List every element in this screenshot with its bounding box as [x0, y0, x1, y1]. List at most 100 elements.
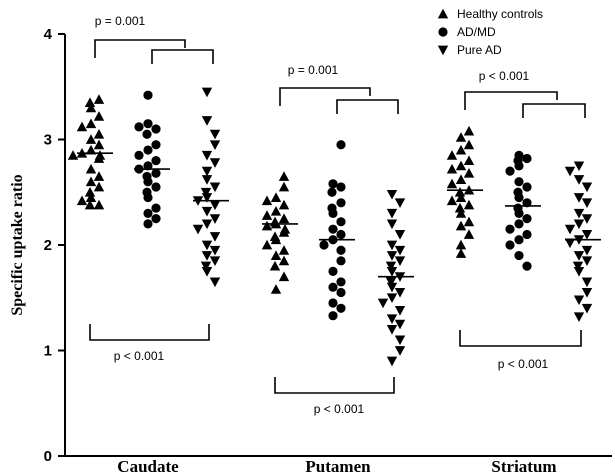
data-point: [200, 187, 212, 198]
data-point: [134, 150, 144, 160]
p-value-label: p < 0.001: [114, 349, 165, 363]
data-point: [209, 200, 221, 211]
data-point: [463, 139, 475, 150]
data-point: [328, 311, 338, 321]
bracket-lower: [274, 377, 395, 394]
data-point: [522, 229, 532, 240]
data-point: [201, 266, 213, 277]
data-point: [278, 245, 290, 255]
data-point: [377, 298, 389, 309]
data-point: [278, 213, 290, 224]
data-point: [386, 219, 398, 230]
data-point: [209, 256, 221, 267]
data-point: [261, 239, 273, 250]
data-point: [455, 239, 467, 250]
data-point: [455, 220, 467, 231]
data-point: [143, 192, 153, 203]
data-point: [200, 261, 212, 272]
data-point: [581, 303, 593, 314]
data-point: [278, 181, 290, 192]
data-point: [336, 245, 346, 255]
data-point: [522, 153, 532, 164]
y-tick-label: 1: [44, 343, 52, 360]
y-tick-label: 2: [44, 237, 52, 254]
data-point: [514, 208, 524, 218]
y-axis-title: Specific uptake ratio: [9, 174, 26, 315]
data-point: [514, 192, 524, 203]
data-point: [446, 178, 458, 189]
significance-brackets: p = 0.001 p < 0.001 p = 0.001 p < 0.001 p < …: [89, 14, 586, 416]
data-point: [270, 234, 282, 245]
data-point: [85, 118, 97, 129]
data-point: [455, 192, 467, 202]
data-point: [261, 210, 273, 220]
data-point: [573, 266, 585, 277]
data-point: [581, 245, 593, 256]
data-point: [394, 256, 406, 267]
data-point: [93, 181, 105, 192]
data-point: [581, 230, 593, 240]
category-label: Putamen: [305, 457, 371, 474]
data-point: [134, 122, 144, 132]
data-point: [209, 129, 221, 140]
data-point: [446, 150, 458, 160]
data-point: [93, 171, 105, 181]
data-point: [386, 266, 398, 277]
data-point: [463, 125, 475, 136]
p-value-label: p < 0.001: [314, 402, 365, 416]
data-point: [192, 224, 204, 235]
data-point: [522, 198, 532, 208]
data-point: [270, 192, 282, 202]
data-point: [385, 277, 397, 288]
bracket-lower: [89, 324, 210, 341]
p-value-label: p = 0.001: [95, 14, 146, 28]
data-point: [336, 140, 346, 150]
data-point: [328, 224, 338, 234]
data-point: [67, 150, 79, 160]
data-point: [143, 208, 153, 218]
data-point: [581, 198, 593, 208]
data-point: [564, 238, 576, 249]
data-point: [85, 134, 97, 144]
data-point: [386, 189, 398, 200]
data-point: [270, 284, 282, 294]
data-point: [93, 139, 105, 150]
data-point: [336, 303, 346, 313]
data-point: [573, 208, 585, 219]
legend-label: AD/MD: [457, 25, 496, 39]
data-point: [270, 206, 282, 216]
data-point: [573, 295, 585, 306]
data-point: [394, 198, 406, 208]
data-point: [386, 356, 398, 367]
data-point: [84, 187, 96, 197]
data-point: [336, 198, 346, 208]
data-point: [455, 248, 467, 258]
data-point: [581, 277, 593, 288]
data-point: [209, 245, 221, 256]
data-point: [143, 90, 153, 100]
data-point: [151, 214, 161, 224]
data-point: [573, 193, 585, 203]
data-point: [328, 208, 338, 218]
data-point: [581, 182, 593, 193]
data-point: [573, 175, 585, 185]
data-point: [336, 277, 346, 287]
data-point: [93, 129, 105, 139]
data-point: [463, 229, 475, 239]
data-point: [85, 163, 97, 174]
data-point: [522, 261, 532, 271]
data-point: [93, 153, 105, 163]
data-point: [84, 199, 96, 210]
data-point: [151, 124, 161, 134]
data-point: [522, 182, 532, 192]
data-point: [201, 206, 213, 217]
data-point: [278, 171, 290, 181]
data-point: [386, 314, 398, 325]
data-point: [328, 179, 338, 189]
data-point: [201, 251, 213, 261]
data-point: [270, 250, 282, 260]
y-tick-label: 0: [44, 448, 52, 465]
data-point: [209, 232, 221, 242]
data-point: [514, 235, 524, 245]
data-point: [209, 182, 221, 193]
